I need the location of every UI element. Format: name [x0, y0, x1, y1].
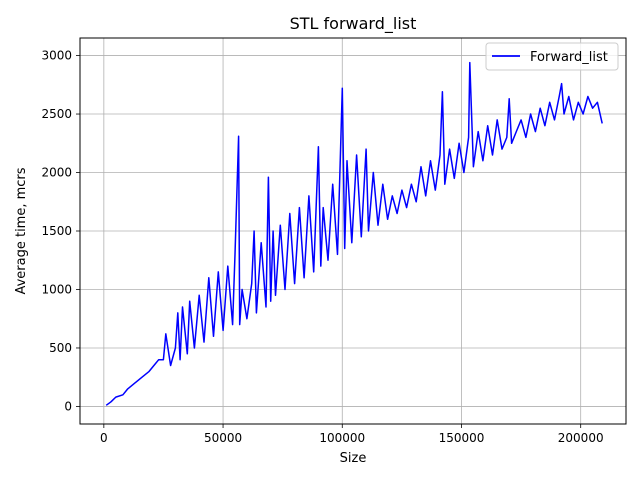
- chart-title: STL forward_list: [290, 14, 417, 34]
- x-tick-label: 200000: [558, 431, 604, 445]
- y-tick-label: 2500: [41, 107, 72, 121]
- plot-area: [105, 61, 603, 406]
- x-axis-ticks: 0 50000 100000 150000 200000: [100, 424, 604, 445]
- x-tick-label: 150000: [439, 431, 485, 445]
- y-tick-label: 3000: [41, 49, 72, 63]
- y-axis-label: Average time, mcrs: [14, 167, 29, 294]
- y-tick-label: 0: [64, 399, 72, 413]
- y-tick-label: 2000: [41, 166, 72, 180]
- x-tick-label: 50000: [204, 431, 242, 445]
- x-tick-label: 0: [100, 431, 108, 445]
- x-axis-label: Size: [340, 451, 367, 466]
- legend-box: [485, 42, 619, 71]
- series-line-forward-list: [105, 61, 603, 406]
- y-tick-label: 500: [49, 341, 72, 355]
- y-axis-ticks: 0 500 1000 1500 2000 2500 3000: [41, 49, 80, 413]
- legend: Forward_list: [485, 42, 619, 71]
- y-tick-label: 1500: [41, 224, 72, 238]
- y-tick-label: 1000: [41, 282, 72, 296]
- x-tick-label: 100000: [319, 431, 365, 445]
- legend-label-forward-list: Forward_list: [530, 50, 608, 65]
